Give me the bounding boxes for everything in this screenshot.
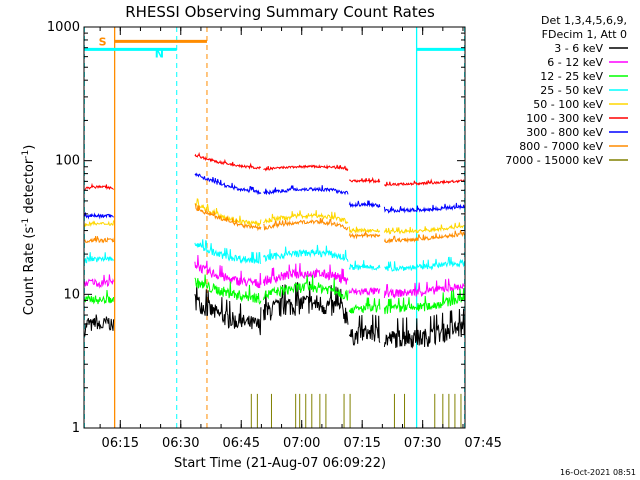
series-segment <box>262 275 349 301</box>
series-segment <box>262 263 349 286</box>
legend-label: 800 - 7000 keV <box>519 140 603 153</box>
legend-header-line-1: Det 1,3,4,5,6,9, <box>541 14 627 27</box>
series-segment <box>263 185 349 196</box>
series-segment <box>383 229 465 244</box>
series-segment <box>84 252 114 264</box>
series-segment <box>383 288 465 315</box>
x-tick-label: 06:30 <box>162 436 199 451</box>
legend-label: 3 - 6 keV <box>554 42 603 55</box>
series-segment <box>262 244 349 263</box>
series-segment <box>84 212 114 220</box>
series-segment <box>194 254 262 289</box>
series-7000-15000-kev <box>250 393 462 428</box>
y-axis-label: Count Rate (s-1 detector-1) <box>21 145 37 316</box>
series-segment <box>194 239 262 265</box>
legend-item-50-100-kev: 50 - 100 keV <box>533 98 628 111</box>
series-12-25-kev <box>84 274 465 315</box>
series-segment <box>84 314 115 337</box>
series-100-300-kev <box>84 151 465 191</box>
series-segment <box>383 308 465 349</box>
series-segment <box>348 287 381 296</box>
x-tick-label: 06:45 <box>223 436 260 451</box>
chart-title: RHESSI Observing Summary Count Rates <box>125 3 435 21</box>
series-segment <box>348 176 381 184</box>
series-50-100-kev <box>84 198 465 235</box>
series-segment <box>263 164 349 172</box>
series-segment <box>384 256 465 272</box>
x-tick-label: 06:15 <box>102 436 139 451</box>
series-3-6-kev <box>84 281 465 349</box>
x-tick-label: 07:00 <box>283 436 320 451</box>
series-segment <box>84 274 115 289</box>
legend-header-line-2: FDecim 1, Att 0 <box>542 28 627 41</box>
series-300-800-kev <box>84 172 465 220</box>
legend-item-12-25-kev: 12 - 25 keV <box>540 70 628 83</box>
y-tick-label: 10 <box>63 287 80 302</box>
x-tick-label: 07:15 <box>343 436 380 451</box>
series-segment <box>263 210 349 225</box>
legend-label: 100 - 300 keV <box>526 112 603 125</box>
series-segment <box>84 182 114 191</box>
series-segment <box>194 172 262 196</box>
y-axis: 1 10 100 1000 <box>47 20 465 436</box>
series-segment <box>348 297 381 314</box>
series-segment <box>263 218 349 231</box>
legend-label: 12 - 25 keV <box>540 70 603 83</box>
series-segment <box>194 151 261 170</box>
y-tick-label: 1 <box>72 421 80 436</box>
flag-label: S <box>99 35 107 48</box>
series-segment <box>383 222 465 235</box>
legend-item-3-6-kev: 3 - 6 keV <box>554 42 628 55</box>
series-6-12-kev <box>84 254 465 299</box>
series-segment <box>348 314 381 346</box>
series-segment <box>194 274 262 305</box>
x-axis: 06:15 06:30 06:45 07:00 07:15 07:30 07:45 <box>99 27 502 451</box>
legend-item-800-7000-kev: 800 - 7000 keV <box>519 140 628 153</box>
timestamp: 16-Oct-2021 08:51 <box>560 468 636 477</box>
series-segment <box>348 226 381 234</box>
plot-area: SN <box>83 27 466 428</box>
y-tick-label: 100 <box>55 154 80 169</box>
series-segment <box>84 289 115 305</box>
series-segment <box>348 231 381 240</box>
flag-label: N <box>155 47 164 60</box>
plot-frame <box>83 26 466 429</box>
series-800-7000-kev <box>84 203 465 244</box>
legend: Det 1,3,4,5,6,9, FDecim 1, Att 0 3 - 6 k… <box>505 14 628 167</box>
series-segment <box>194 203 262 232</box>
series-25-50-kev <box>84 239 465 272</box>
legend-item-6-12-kev: 6 - 12 keV <box>547 56 628 69</box>
legend-label: 50 - 100 keV <box>533 98 603 111</box>
x-tick-label: 07:30 <box>404 436 441 451</box>
series-segment <box>262 281 349 325</box>
legend-item-100-300-kev: 100 - 300 keV <box>526 112 628 125</box>
series-segment <box>194 198 262 227</box>
series-segment <box>383 202 465 214</box>
legend-item-7000-15000-kev: 7000 - 15000 keV <box>505 154 628 167</box>
series-segment <box>194 283 262 336</box>
legend-label: 25 - 50 keV <box>540 84 603 97</box>
series-segment <box>84 220 115 228</box>
legend-item-300-800-kev: 300 - 800 keV <box>526 126 628 139</box>
legend-item-25-50-kev: 25 - 50 keV <box>540 84 628 97</box>
series-segment <box>383 178 465 187</box>
x-tick-label: 07:45 <box>464 436 501 451</box>
x-axis-label: Start Time (21-Aug-07 06:09:22) <box>174 456 386 471</box>
series-segment <box>383 278 465 299</box>
legend-label: 7000 - 15000 keV <box>505 154 603 167</box>
y-tick-label: 1000 <box>47 20 80 35</box>
series-segment <box>348 200 381 209</box>
legend-label: 300 - 800 keV <box>526 126 603 139</box>
series-segment <box>348 260 381 271</box>
legend-label: 6 - 12 keV <box>547 56 603 69</box>
series-segment <box>84 236 115 244</box>
